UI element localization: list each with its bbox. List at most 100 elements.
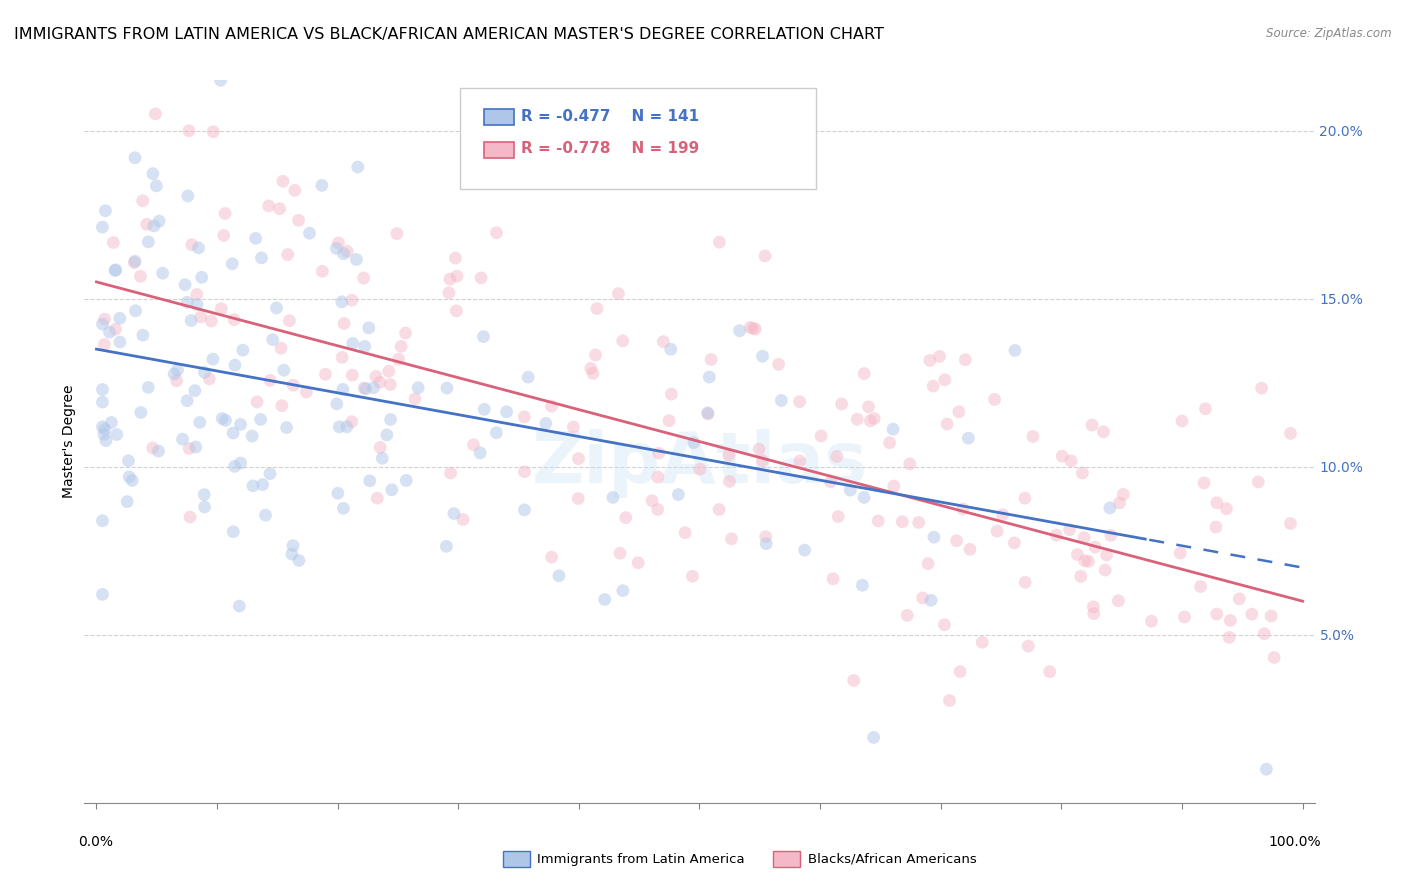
Point (246, 395, 269, 409)
Point (1095, 548, 1118, 562)
Point (328, 235, 350, 250)
Point (770, 393, 793, 408)
Point (184, 384, 207, 398)
Point (142, 441, 165, 455)
Point (190, 310, 212, 324)
Point (607, 286, 630, 301)
Point (117, 454, 139, 468)
Point (1039, 665, 1062, 679)
Point (1168, 546, 1191, 560)
Point (177, 189, 200, 203)
Point (470, 446, 492, 460)
Point (567, 491, 589, 506)
Point (353, 381, 375, 395)
Point (742, 321, 765, 335)
Point (211, 411, 233, 425)
Point (377, 364, 399, 378)
Point (1247, 475, 1270, 489)
Point (858, 400, 880, 414)
Point (93, 427, 115, 442)
Point (1094, 563, 1116, 577)
Point (193, 365, 215, 379)
Point (380, 412, 402, 426)
Point (266, 301, 288, 315)
Point (495, 405, 517, 419)
Point (768, 357, 790, 371)
Point (202, 125, 225, 139)
Point (641, 493, 664, 508)
Point (224, 459, 246, 474)
Point (115, 494, 138, 508)
Point (1279, 516, 1302, 531)
Point (357, 321, 380, 335)
Point (827, 509, 849, 524)
FancyBboxPatch shape (484, 142, 513, 158)
Point (945, 533, 967, 548)
Point (326, 486, 349, 500)
Point (1108, 496, 1130, 510)
Point (93, 312, 115, 326)
Point (214, 206, 236, 220)
Point (472, 329, 495, 343)
Point (250, 251, 273, 265)
Point (696, 406, 718, 420)
Point (94, 434, 117, 448)
Point (262, 333, 284, 347)
Point (232, 343, 254, 358)
Point (325, 242, 347, 256)
Point (1060, 454, 1083, 468)
Point (91, 317, 114, 331)
FancyBboxPatch shape (460, 87, 817, 189)
Point (647, 502, 669, 516)
Point (368, 376, 391, 390)
Point (446, 303, 468, 318)
Point (863, 411, 886, 425)
Point (1218, 631, 1240, 645)
Point (1215, 501, 1237, 516)
Point (214, 413, 236, 427)
Point (922, 530, 945, 544)
Point (180, 237, 202, 252)
Point (820, 475, 842, 489)
Point (340, 415, 363, 429)
Point (463, 438, 485, 452)
Point (288, 553, 311, 567)
Point (609, 546, 631, 560)
Point (245, 231, 267, 245)
Point (720, 532, 742, 546)
Point (793, 543, 815, 558)
Point (983, 392, 1005, 407)
Point (394, 326, 416, 340)
Point (955, 352, 977, 367)
Point (93, 337, 115, 351)
Point (717, 448, 740, 462)
Point (548, 568, 571, 582)
Point (922, 379, 945, 393)
Point (1099, 528, 1122, 542)
Point (91, 220, 114, 235)
Point (446, 269, 468, 284)
Point (957, 431, 980, 445)
Point (179, 442, 201, 456)
Point (1059, 523, 1081, 537)
Point (1084, 540, 1107, 554)
Point (1083, 607, 1105, 621)
Point (364, 369, 387, 384)
Point (224, 312, 246, 326)
Point (789, 394, 811, 409)
FancyBboxPatch shape (773, 851, 800, 867)
Point (295, 384, 318, 399)
Point (567, 451, 589, 466)
Point (177, 124, 200, 138)
Text: Immigrants from Latin America: Immigrants from Latin America (537, 853, 745, 865)
Point (273, 363, 295, 377)
Point (673, 525, 696, 540)
Point (193, 487, 215, 501)
Point (148, 214, 170, 228)
Point (1260, 609, 1282, 624)
Point (136, 235, 159, 249)
Point (326, 397, 349, 411)
Point (212, 228, 235, 243)
Point (249, 412, 271, 426)
Point (353, 271, 375, 285)
